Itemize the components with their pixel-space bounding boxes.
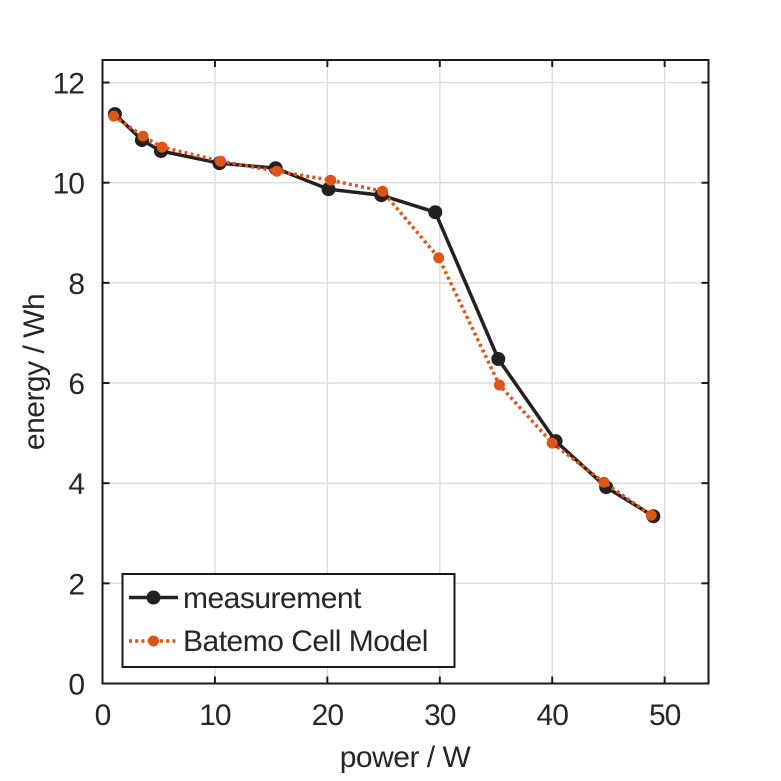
data-point-batemo-cell-model — [645, 509, 657, 521]
data-point-measurement — [491, 352, 506, 366]
data-point-batemo-cell-model — [598, 476, 610, 488]
series-line-measurement — [113, 112, 655, 518]
y-tick-label: 6 — [68, 368, 84, 401]
x-tick-label: 10 — [199, 699, 231, 732]
legend-label-batemo: Batemo Cell Model — [183, 625, 428, 658]
data-point-batemo-cell-model — [271, 165, 283, 177]
data-point-batemo-cell-model — [137, 130, 149, 142]
x-tick-label: 30 — [424, 699, 456, 732]
legend-label-measurement: measurement — [183, 582, 362, 615]
series-line-batemo-cell-model — [112, 114, 653, 517]
x-axis-label: power / W — [340, 741, 472, 774]
data-point-batemo-cell-model — [325, 174, 337, 186]
legend-box — [121, 573, 456, 668]
tick-labels-group: 0 10 20 30 40 50 0 2 4 6 8 10 12 — [53, 68, 682, 732]
legend: measurement Batemo Cell Model — [121, 573, 456, 668]
ticks-group — [101, 60, 709, 685]
series-group — [107, 107, 661, 524]
data-point-batemo-cell-model — [108, 110, 120, 122]
data-point-batemo-cell-model — [215, 155, 227, 167]
data-point-batemo-cell-model — [493, 379, 505, 391]
x-tick-label: 20 — [312, 699, 344, 732]
data-point-batemo-cell-model — [433, 252, 445, 264]
y-tick-label: 8 — [68, 268, 84, 301]
legend-sample-marker-measurement — [146, 590, 161, 605]
y-tick-label: 4 — [68, 468, 84, 501]
y-tick-label: 10 — [53, 168, 85, 201]
data-point-batemo-cell-model — [377, 185, 388, 197]
y-axis-label: energy / Wh — [18, 294, 51, 450]
y-tick-label: 2 — [68, 568, 84, 601]
plot-border — [101, 59, 710, 685]
data-point-measurement — [428, 205, 443, 220]
y-tick-label: 12 — [53, 68, 85, 101]
data-point-measurement — [321, 182, 336, 197]
x-tick-label: 0 — [95, 699, 111, 732]
legend-sample-marker-batemo — [148, 635, 159, 647]
gridlines-group — [101, 60, 709, 685]
y-tick-label: 0 — [68, 669, 84, 702]
data-point-batemo-cell-model — [156, 141, 168, 153]
data-point-batemo-cell-model — [546, 437, 558, 449]
x-tick-label: 40 — [537, 699, 569, 732]
x-tick-label: 50 — [649, 699, 681, 732]
